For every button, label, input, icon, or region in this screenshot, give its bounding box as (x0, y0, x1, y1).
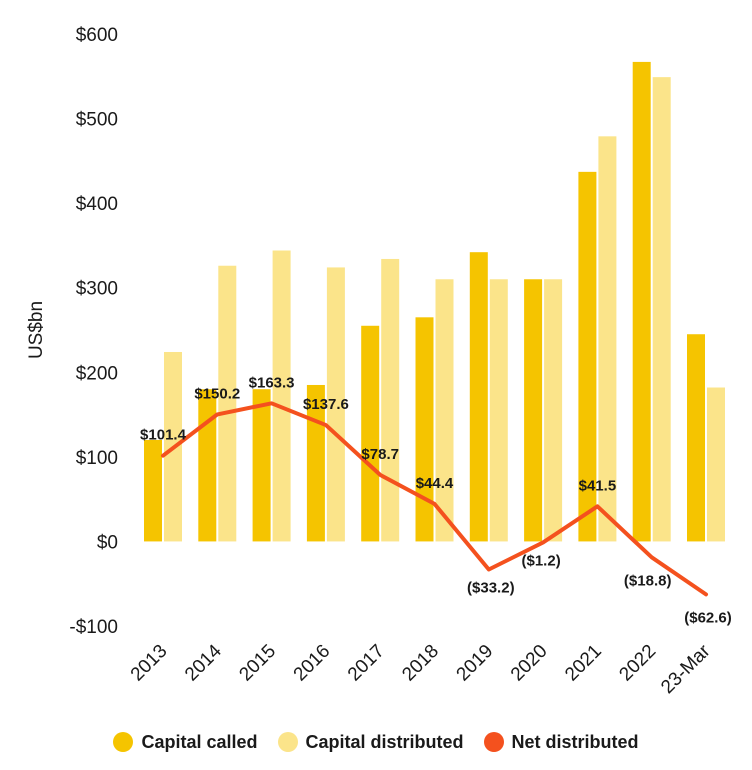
bars (144, 61, 725, 542)
y-tick-label: $0 (97, 532, 118, 553)
bar-capital-called (415, 317, 434, 542)
bar-capital-distributed (326, 267, 345, 542)
bar-capital-called (144, 439, 162, 542)
legend-item-capital-called: Capital called (113, 731, 258, 753)
net-distributed-polyline (161, 401, 708, 597)
x-tick-label: 2018 (398, 641, 443, 686)
x-tick-label: 2019 (453, 641, 498, 686)
legend-label-capital-called: Capital called (141, 731, 258, 752)
y-tick-label: $200 (76, 363, 118, 384)
legend-swatch-capital-called (113, 732, 134, 752)
data-label: ($18.8) (624, 572, 672, 589)
data-label: $163.3 (249, 374, 295, 391)
x-tick-label: 2014 (181, 640, 226, 685)
x-tick-label: 2022 (615, 641, 660, 686)
y-axis: -$100 $0 $100 $200 $300 $400 $500 $600 (69, 25, 118, 638)
legend-item-capital-distributed: Capital distributed (277, 731, 464, 753)
bar-capital-called (361, 325, 380, 542)
bar-capital-distributed (272, 250, 291, 542)
bar-capital-distributed (598, 136, 617, 542)
x-tick-label: 2013 (127, 641, 172, 686)
bar-capital-called (578, 171, 597, 542)
y-tick-label: $500 (76, 110, 118, 131)
x-tick-label: 2017 (344, 641, 389, 686)
x-tick-label: 2016 (290, 641, 335, 686)
y-tick-label: -$100 (69, 617, 118, 638)
bar-capital-distributed (489, 279, 508, 542)
bar-capital-called (198, 389, 217, 542)
data-label: $41.5 (579, 477, 617, 494)
y-tick-label: $600 (76, 25, 118, 46)
bar-capital-called (252, 389, 271, 542)
legend-item-net-distributed: Net distributed (483, 731, 639, 753)
y-axis-label: US$bn (26, 301, 47, 359)
x-tick-label: 23-Mar (657, 640, 715, 698)
bar-capital-distributed (544, 279, 563, 542)
y-tick-label: $400 (76, 194, 118, 215)
x-tick-label: 2020 (507, 641, 552, 686)
data-label: $137.6 (303, 396, 349, 413)
bar-capital-distributed (381, 258, 400, 542)
x-tick-label: 2021 (561, 641, 606, 686)
bar-capital-distributed (652, 77, 671, 542)
bar-capital-distributed (218, 265, 237, 542)
data-label: ($1.2) (522, 552, 561, 569)
data-label: $101.4 (140, 427, 187, 444)
x-axis: 2013 2014 2015 2016 2017 2018 2019 2020 2021 2022… (127, 640, 715, 698)
bar-capital-called (687, 334, 705, 542)
data-label: ($33.2) (467, 580, 515, 597)
legend-label-net-distributed: Net distributed (511, 731, 639, 752)
data-label: ($62.6) (684, 609, 732, 626)
x-tick-label: 2015 (235, 641, 280, 686)
bar-capital-distributed (435, 279, 454, 542)
legend-swatch-capital-distributed (277, 732, 298, 752)
legend-swatch-net-distributed (483, 732, 504, 752)
bar-capital-called (632, 61, 651, 542)
y-tick-label: $300 (76, 279, 118, 300)
data-label: $44.4 (416, 475, 454, 492)
net-distributed-line (161, 401, 708, 597)
bar-capital-called (524, 279, 543, 542)
bar-capital-called (469, 252, 488, 542)
data-label: $78.7 (361, 446, 399, 463)
y-tick-label: $100 (76, 448, 118, 469)
data-label: $150.2 (194, 385, 240, 402)
data-labels: $101.4 $150.2 $163.3 $137.6 $78.7 $44.4 ($33.2… (140, 374, 732, 626)
legend: Capital called Capital distributed Net d… (0, 727, 752, 757)
legend-label-capital-distributed: Capital distributed (305, 731, 464, 752)
bar-capital-distributed (707, 387, 725, 542)
